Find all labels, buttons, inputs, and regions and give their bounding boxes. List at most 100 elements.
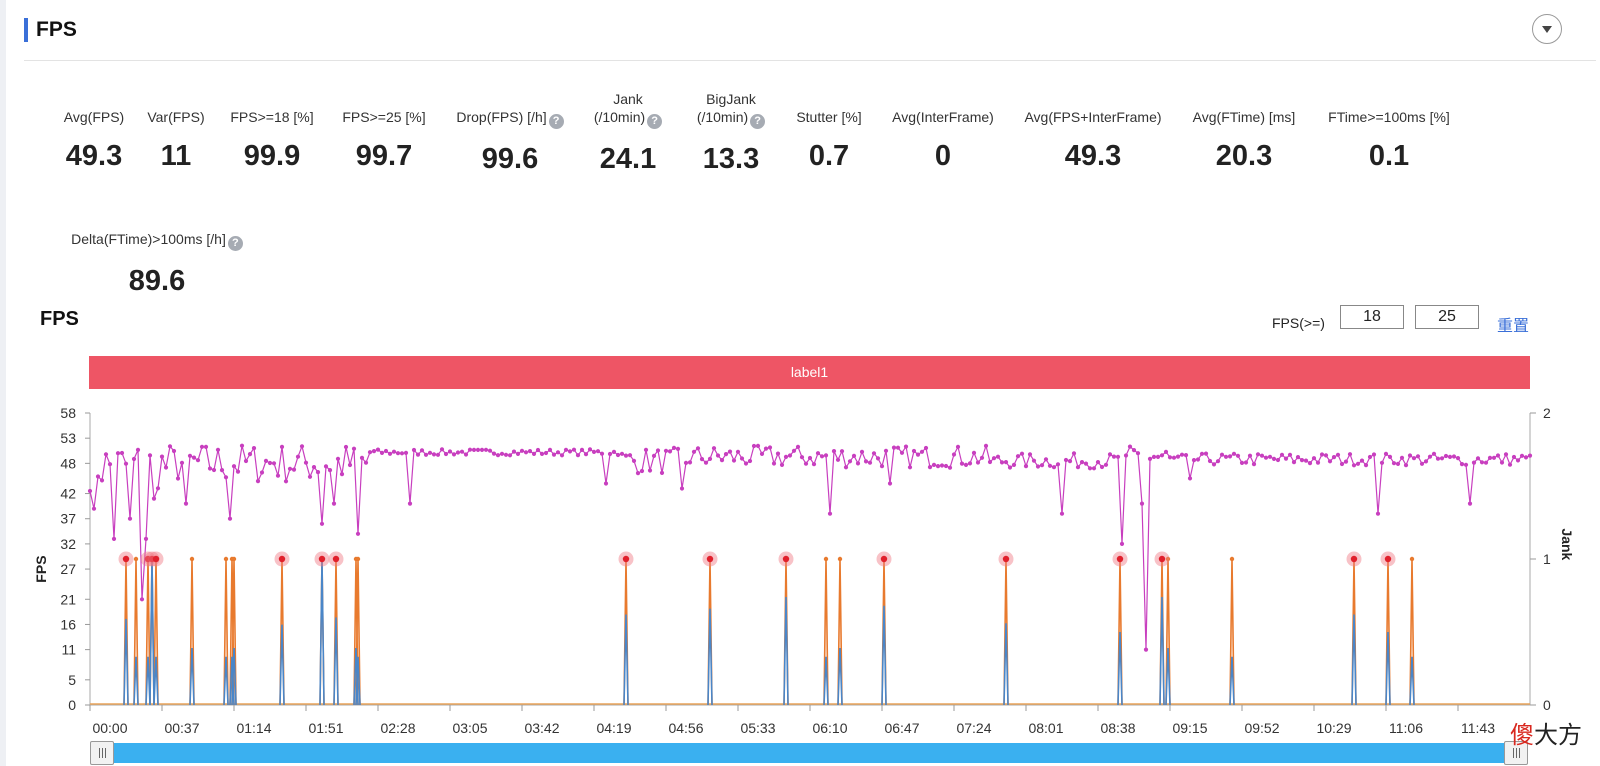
bigjank-spike [145, 656, 151, 706]
fps-threshold-input-1[interactable] [1340, 305, 1404, 329]
fps-point [1115, 454, 1121, 459]
fps-point [623, 453, 629, 458]
fps-point [1235, 453, 1241, 458]
fps-point [1523, 455, 1529, 460]
y-tick-label: 48 [60, 455, 76, 471]
fps-point [135, 447, 141, 452]
metric-value: 0.7 [808, 140, 850, 172]
bigjank-spike [1117, 631, 1123, 706]
fps-point [843, 465, 849, 470]
jank-point [823, 556, 829, 562]
fps-point [819, 454, 825, 459]
slider-end-handle[interactable] [1504, 741, 1528, 765]
fps-point [435, 452, 441, 457]
fps-point [447, 449, 453, 454]
jank-point [133, 556, 139, 562]
fps-point [1343, 459, 1349, 464]
metric-value: 24.1 [599, 143, 657, 175]
metric-label: Stutter [%] [796, 109, 862, 125]
fps-point [963, 462, 969, 467]
bigjank-spike [707, 608, 713, 706]
bigjank-spike [1003, 623, 1009, 706]
fps-point [219, 468, 225, 473]
fps-point [931, 462, 937, 467]
marker-dot [152, 555, 160, 563]
fps-point [1159, 453, 1165, 458]
fps-point [1007, 465, 1013, 470]
help-icon[interactable]: ? [750, 114, 766, 129]
fps-point [311, 465, 317, 470]
x-tick-label: 01:51 [308, 720, 343, 736]
metric-label: Delta(FTime)>100ms [/h] [71, 231, 226, 247]
metric-4: Drop(FPS) [/h]? 99.6 [400, 90, 620, 176]
fps-point [1399, 455, 1405, 460]
fps-point [1019, 451, 1025, 456]
fps-point [799, 455, 805, 460]
fps-point [1251, 462, 1257, 467]
fps-point [983, 443, 989, 448]
bigjank-spike [1159, 596, 1165, 706]
metric-value: 99.6 [481, 143, 539, 175]
fps-point [771, 461, 777, 466]
fps-point [527, 449, 533, 454]
reset-link[interactable]: 重置 [1497, 318, 1530, 335]
fps-point [879, 464, 885, 469]
fps-point [907, 465, 913, 470]
jank-point [231, 556, 237, 562]
fps-point [1471, 460, 1477, 465]
fps-point [967, 461, 973, 466]
fps-point [1015, 454, 1021, 459]
fps-point [203, 444, 209, 449]
fps-point [1147, 456, 1153, 461]
time-range-slider[interactable] [92, 743, 1516, 763]
fps-point [663, 448, 669, 453]
fps-point [395, 451, 401, 456]
fps-point [167, 444, 173, 449]
metric-2: FPS>=18 [%] 99.9 [162, 90, 382, 173]
fps-point [895, 445, 901, 450]
chart-title: FPS [40, 308, 79, 330]
fps-point [603, 481, 609, 486]
grip-icon [1513, 748, 1520, 758]
bigjank-spike [133, 656, 139, 706]
fps-point [1303, 458, 1309, 463]
fps-point [519, 448, 525, 453]
left-edge-strip [0, 0, 6, 766]
fps-point [943, 463, 949, 469]
metric-label-sub: (/10min) [696, 109, 749, 125]
help-icon[interactable]: ? [647, 114, 663, 129]
fps-point [1155, 454, 1161, 459]
slider-start-handle[interactable] [90, 741, 114, 765]
fps-point [1163, 449, 1169, 454]
fps-point [1023, 464, 1029, 469]
metric-label: Jank [613, 91, 643, 107]
fps-point [1063, 457, 1069, 463]
help-icon[interactable]: ? [227, 236, 243, 251]
fps-point [299, 444, 305, 449]
fps-point [1503, 452, 1509, 457]
fps-point [1379, 460, 1385, 465]
fps-point [1027, 452, 1033, 457]
fps-point [1519, 453, 1525, 458]
watermark-red-char: 傻 [1510, 722, 1534, 749]
fps-point [551, 452, 557, 457]
fps-point [923, 445, 929, 451]
x-tick-label: 05:33 [740, 720, 775, 736]
fps-point [675, 446, 681, 451]
collapse-button[interactable] [1532, 14, 1562, 44]
bigjank-spike [1229, 656, 1235, 706]
fps-point [343, 444, 349, 450]
fps-point [1127, 444, 1133, 449]
fps-point [443, 451, 449, 457]
jank-point [189, 556, 195, 562]
fps-threshold-input-2[interactable] [1415, 305, 1479, 329]
fps-point [1035, 464, 1041, 469]
marker-dot [278, 555, 286, 563]
help-icon[interactable]: ? [548, 114, 564, 129]
fps-point [419, 448, 425, 453]
fps-point [711, 446, 717, 451]
fps-point [627, 453, 633, 458]
jank-point [223, 556, 229, 562]
fps-point [411, 447, 417, 453]
fps-point [1215, 459, 1221, 464]
